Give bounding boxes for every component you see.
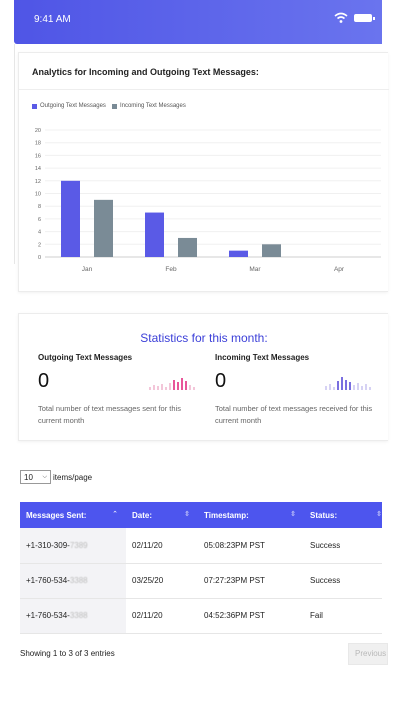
legend-item-incoming: Incoming Text Messages <box>111 103 186 109</box>
bar-incoming <box>262 244 281 257</box>
bar-outgoing <box>145 212 164 257</box>
outgoing-stat-description: Total number of text messages sent for t… <box>38 404 181 425</box>
cell-phone-hidden: 3388 <box>69 576 88 585</box>
cell-status: Success <box>310 540 341 550</box>
x-tick-label: Apr <box>334 266 345 273</box>
column-header-label: Status: <box>310 510 338 520</box>
cell-phone-prefix: +1-760-534- <box>26 576 70 585</box>
entries-summary: Showing 1 to 3 of 3 entries <box>20 649 115 658</box>
legend-label-outgoing: Outgoing Text Messages <box>40 103 106 109</box>
wifi-icon <box>334 12 348 23</box>
y-tick-label: 16 <box>35 153 41 159</box>
x-tick-label: Jan <box>82 266 93 273</box>
y-tick-label: 14 <box>35 166 41 172</box>
x-tick-label: Mar <box>249 266 261 273</box>
y-tick-label: 20 <box>35 128 41 134</box>
cell-status: Success <box>310 576 341 585</box>
y-tick-label: 4 <box>38 230 41 236</box>
monthly-statistics-card: Statistics for this month: Outgoing Text… <box>18 313 388 441</box>
y-tick-label: 18 <box>35 141 41 147</box>
cell-timestamp: 04:52:36PM PST <box>204 611 265 620</box>
legend-label-incoming: Incoming Text Messages <box>119 103 186 109</box>
bar-incoming <box>178 237 197 257</box>
chart-legend: Outgoing Text Messages Incoming Text Mes… <box>32 103 186 109</box>
status-bar: 9:41 AM <box>14 0 382 44</box>
divider <box>19 89 389 90</box>
column-header-messages-sent[interactable]: Messages Sent: ⌃ <box>20 502 126 528</box>
previous-page-button[interactable]: Previous <box>348 643 388 665</box>
cell-phone: +1-760-534-3388 <box>20 598 126 633</box>
items-per-page: 10 ⌵ items/page <box>20 470 92 484</box>
column-header-status[interactable]: Status: ⇳ <box>304 502 382 528</box>
cell-status: Fail <box>310 611 323 620</box>
y-tick-label: 10 <box>35 192 41 198</box>
sort-icon[interactable]: ⇳ <box>184 511 190 518</box>
incoming-stat-value: 0 <box>215 370 227 392</box>
battery-icon <box>354 14 375 22</box>
divider <box>14 44 15 264</box>
outgoing-stat-label: Outgoing Text Messages <box>38 353 133 362</box>
cell-phone-prefix: +1-310-309- <box>26 540 70 550</box>
sort-icon[interactable]: ⇳ <box>290 511 296 518</box>
sort-icon[interactable]: ⇳ <box>376 511 382 518</box>
table-row: +1-760-534-3388 02/11/20 04:52:36PM PST … <box>20 598 382 633</box>
items-per-page-value: 10 <box>24 472 33 482</box>
cell-timestamp: 05:08:23PM PST <box>204 540 265 550</box>
messages-table: Messages Sent: ⌃ Date: ⇳ Timestamp: ⇳ St… <box>20 502 382 634</box>
table-header-row: Messages Sent: ⌃ Date: ⇳ Timestamp: ⇳ St… <box>20 502 382 528</box>
chart-title: Analytics for Incoming and Outgoing Text… <box>32 67 259 77</box>
column-header-date[interactable]: Date: ⇳ <box>126 502 198 528</box>
cell-date: 03/25/20 <box>132 576 164 585</box>
cell-phone: +1-310-309-7389 <box>20 528 126 563</box>
y-tick-label: 12 <box>35 179 41 185</box>
table-row: +1-310-309-7389 02/11/20 05:08:23PM PST … <box>20 528 382 563</box>
outgoing-stat-value: 0 <box>38 370 50 392</box>
outgoing-sparkline <box>149 378 195 390</box>
cell-date: 02/11/20 <box>132 540 163 550</box>
cell-date: 02/11/20 <box>132 611 163 620</box>
x-tick-label: Feb <box>165 266 177 273</box>
incoming-sparkline <box>325 377 371 390</box>
analytics-chart-card: Analytics for Incoming and Outgoing Text… <box>18 52 389 292</box>
status-time: 9:41 AM <box>34 14 71 25</box>
column-header-label: Date: <box>132 510 153 520</box>
chevron-down-icon: ⌵ <box>42 473 47 480</box>
y-tick-label: 2 <box>38 242 41 248</box>
items-per-page-select[interactable]: 10 ⌵ <box>20 470 51 484</box>
column-header-label: Messages Sent: <box>26 510 87 520</box>
cell-phone-hidden: 7389 <box>69 540 88 550</box>
bar-outgoing <box>61 180 80 257</box>
bar-outgoing <box>229 250 248 257</box>
table-row: +1-760-534-3388 03/25/20 07:27:23PM PST … <box>20 563 382 598</box>
legend-item-outgoing: Outgoing Text Messages <box>32 103 106 109</box>
legend-swatch-incoming <box>111 103 117 109</box>
cell-timestamp: 07:27:23PM PST <box>204 576 265 585</box>
items-per-page-label: items/page <box>53 472 93 482</box>
incoming-stat-label: Incoming Text Messages <box>215 353 310 362</box>
column-header-timestamp[interactable]: Timestamp: ⇳ <box>198 502 304 528</box>
legend-swatch-outgoing <box>32 103 37 109</box>
sort-asc-icon[interactable]: ⌃ <box>112 511 118 518</box>
y-tick-label: 8 <box>38 204 41 210</box>
cell-phone-prefix: +1-760-534- <box>26 611 70 620</box>
stats-title: Statistics for this month: <box>140 331 268 345</box>
column-header-label: Timestamp: <box>204 510 249 520</box>
cell-phone-hidden: 3388 <box>69 611 88 620</box>
y-tick-label: 6 <box>38 217 41 223</box>
incoming-stat-description: Total number of text messages received f… <box>215 404 373 425</box>
bar-incoming <box>94 199 113 257</box>
y-tick-label: 0 <box>38 255 41 261</box>
cell-phone: +1-760-534-3388 <box>20 563 126 598</box>
bar-chart: 0 2 4 6 8 10 12 14 16 18 20 Jan Feb Mar Apr <box>35 128 381 273</box>
